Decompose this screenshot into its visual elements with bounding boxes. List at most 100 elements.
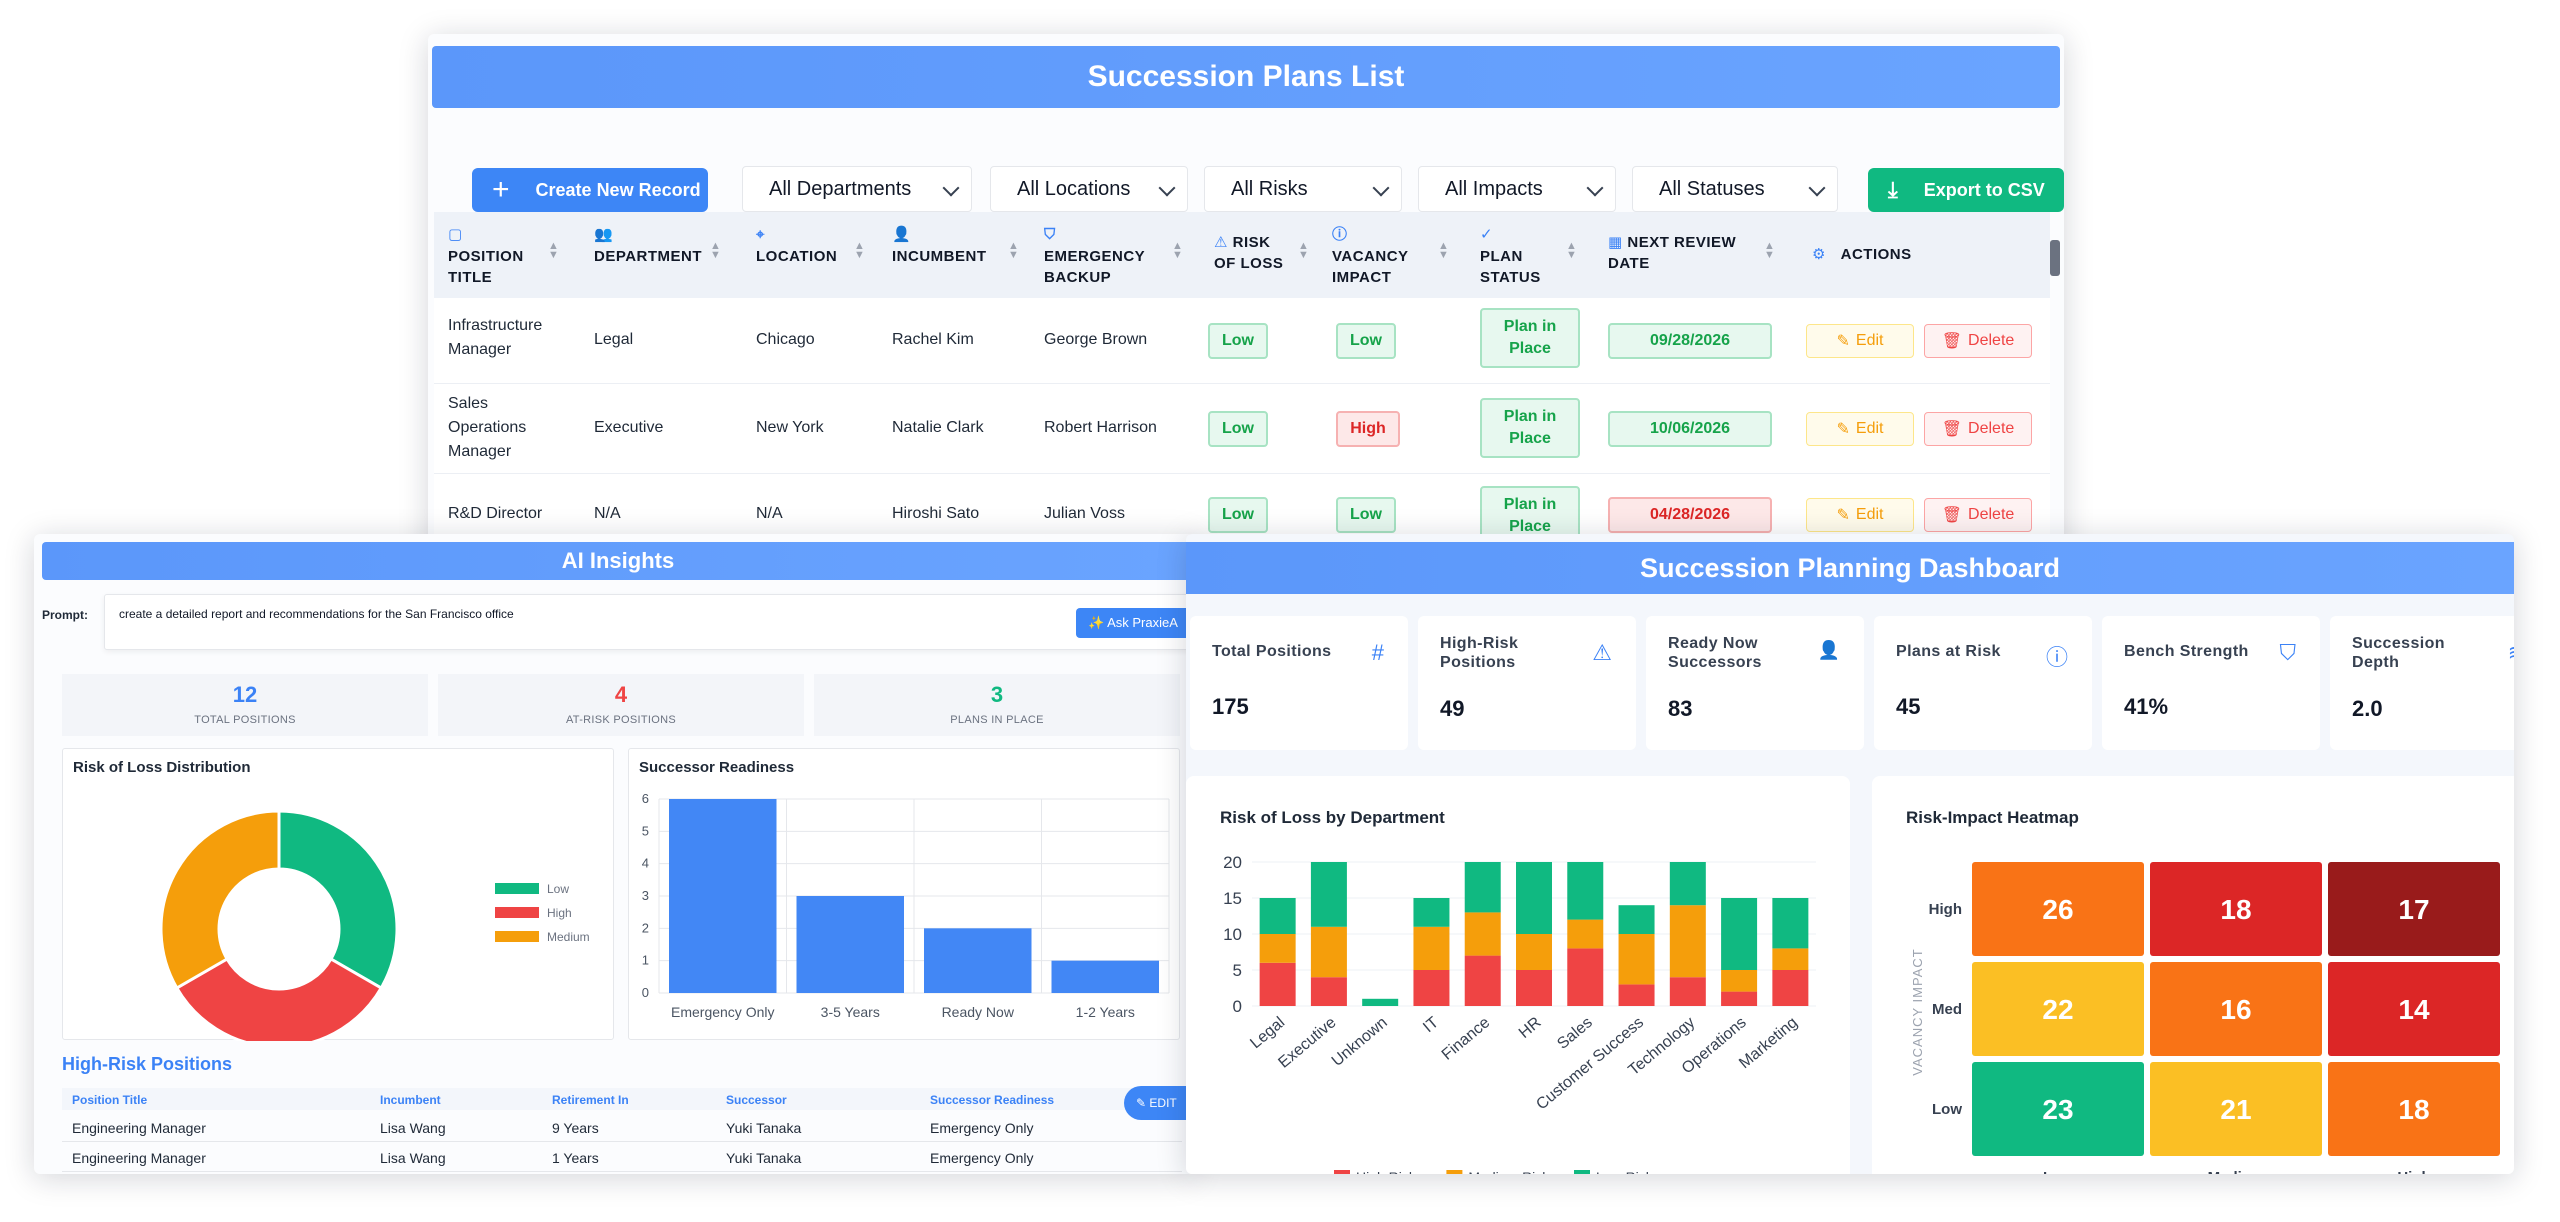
col-plan-status[interactable]: ✓ PLAN STATUS — [1480, 224, 1541, 288]
stacked-bar-segment — [1567, 948, 1604, 1006]
status-filter[interactable]: All Statuses — [1632, 166, 1838, 212]
gear-icon: ⚙ — [1812, 246, 1826, 263]
edit-button[interactable]: ✎ Edit — [1806, 412, 1914, 446]
review-header-text: NEXT REVIEW — [1627, 234, 1737, 251]
plan-status-badge: Plan in Place — [1480, 398, 1580, 458]
col-department[interactable]: 👥 DEPARTMENT — [594, 224, 702, 267]
export-csv-button[interactable]: ⤓ Export to CSV — [1868, 168, 2064, 212]
sort-icon[interactable]: ▲ ▼ — [1438, 240, 1450, 261]
alert-circle-icon: ⓘ — [1332, 226, 1348, 243]
edit-button[interactable]: ✎ Edit — [1806, 324, 1914, 358]
x-tick-label: Ready Now — [942, 1004, 1015, 1020]
stacked-bar-segment — [1464, 955, 1501, 1006]
warning-icon: ⚠ — [1592, 640, 1612, 665]
y-tick-label: 0 — [642, 985, 649, 1000]
sort-icon[interactable]: ▲ ▼ — [1566, 240, 1578, 261]
emergency-backup: Robert Harrison — [1044, 419, 1157, 436]
risk-donut-chart: Low High Medium — [159, 809, 590, 1041]
delete-button[interactable]: 🗑 Delete — [1924, 324, 2032, 358]
legend-label: Low — [547, 882, 569, 896]
heatmap-cell — [2150, 1062, 2322, 1156]
edit-label: Edit — [1855, 420, 1884, 437]
ask-praxie-label: Ask PraxieA — [1107, 615, 1178, 630]
sort-icon[interactable]: ▲ ▼ — [710, 240, 722, 261]
sort-icon[interactable]: ▲ ▼ — [1764, 240, 1776, 261]
legend-label: High — [547, 906, 572, 920]
trash-icon: 🗑 — [1941, 421, 1963, 438]
incumbent: Hiroshi Sato — [892, 505, 980, 522]
table-row[interactable]: Engineering Manager Lisa Wang 1 Years Yu… — [62, 1142, 1182, 1172]
stacked-bar-segment — [1310, 926, 1347, 978]
stacked-bar-segment — [1618, 984, 1655, 1006]
x-tick-label: 3-5 Years — [821, 1004, 880, 1020]
col-impact-line2: IMPACT — [1332, 269, 1392, 286]
stacked-bar-segment — [1516, 862, 1552, 934]
review-date-badge: 09/28/2026 — [1608, 323, 1772, 359]
col-backup-line2: BACKUP — [1044, 269, 1112, 286]
impact-badge: Low — [1336, 497, 1396, 533]
position-line: R&D Director — [448, 505, 543, 522]
stacked-bar-segment — [1259, 898, 1296, 934]
sort-icon[interactable]: ▲ ▼ — [1172, 240, 1184, 261]
table-scrollbar[interactable] — [2050, 240, 2060, 276]
col-risk-of-loss[interactable]: ⚠ RISK OF LOSS — [1214, 232, 1283, 274]
col-position-title[interactable]: ▢ POSITION TITLE — [448, 224, 524, 288]
kpi-plans-in-place: 3 PLANS IN PLACE — [814, 674, 1180, 736]
col-emergency-backup[interactable]: ⛉ EMERGENCY BACKUP — [1044, 224, 1145, 288]
risk-badge: Low — [1208, 411, 1268, 447]
cell-successor: Yuki Tanaka — [726, 1120, 802, 1136]
heatmap-title: Risk-Impact Heatmap — [1906, 808, 2079, 827]
sparkle-icon: ✨ — [1088, 615, 1105, 630]
status-filter-value: All Statuses — [1659, 178, 1765, 200]
stacked-bar-segment — [1669, 905, 1706, 978]
chevron-down-icon — [1808, 179, 1826, 197]
create-record-button[interactable]: + Create New Record — [472, 168, 708, 212]
impact-filter[interactable]: All Impacts — [1418, 166, 1616, 212]
x-tick-label: 1-2 Years — [1076, 1004, 1135, 1020]
department: N/A — [594, 505, 621, 522]
legend-swatch — [495, 883, 539, 894]
y-tick-label: 0 — [1233, 997, 1242, 1016]
sort-icon[interactable]: ▲ ▼ — [1008, 240, 1020, 261]
incumbent: Natalie Clark — [892, 419, 984, 436]
th-readiness: Successor Readiness — [930, 1093, 1055, 1107]
stacked-bar-segment — [1772, 898, 1809, 949]
delete-button[interactable]: 🗑 Delete — [1924, 412, 2032, 446]
chevron-down-icon — [1372, 179, 1390, 197]
stat-card-total-positions: Total Positions 175 # — [1190, 616, 1408, 750]
table-row[interactable]: Engineering Manager Lisa Wang 9 Years Yu… — [62, 1112, 1182, 1142]
stat-card-plans-at-risk: Plans at Risk 45 ⓘ — [1874, 616, 2092, 750]
table-row[interactable]: Infrastructure Manager Legal Chicago Rach… — [434, 298, 2050, 384]
risk-filter-value: All Risks — [1231, 178, 1308, 200]
y-tick-label: 10 — [1223, 925, 1242, 944]
sort-icon[interactable]: ▲ ▼ — [1298, 240, 1310, 261]
col-incumbent[interactable]: 👤 INCUMBENT — [892, 224, 987, 267]
col-next-review[interactable]: ▦ NEXT REVIEW DATE — [1608, 232, 1736, 274]
trash-icon: 🗑 — [1941, 507, 1963, 524]
sort-icon[interactable]: ▲ ▼ — [548, 240, 560, 261]
col-risk-line2: OF LOSS — [1214, 255, 1284, 272]
cell-readiness: Emergency Only — [930, 1150, 1034, 1166]
review-header-line1: ▦ NEXT REVIEW — [1608, 232, 1736, 253]
col-actions: ⚙ ACTIONS — [1812, 244, 1912, 265]
legend-swatch — [1574, 1170, 1590, 1174]
ask-praxie-button[interactable]: ✨ Ask PraxieA — [1076, 608, 1194, 638]
edit-fab-label: EDIT — [1149, 1096, 1177, 1110]
table-row[interactable]: Sales Operations Manager Executive New Yor… — [434, 384, 2050, 474]
readiness-bar — [1051, 960, 1159, 993]
risk-filter[interactable]: All Risks — [1204, 166, 1402, 212]
edit-fab-button[interactable]: ✎ EDIT — [1124, 1086, 1194, 1120]
risk-distribution-card: Risk of Loss Distribution Low High Medium — [62, 748, 614, 1041]
col-vacancy-impact[interactable]: ⓘ VACANCY IMPACT — [1332, 224, 1409, 288]
kpi-value: 12 — [232, 682, 258, 707]
sort-icon[interactable]: ▲ ▼ — [854, 240, 866, 261]
prompt-input[interactable]: create a detailed report and recommendat… — [104, 594, 1194, 650]
location-filter[interactable]: All Locations — [990, 166, 1188, 212]
delete-button[interactable]: 🗑 Delete — [1924, 498, 2032, 532]
y-tick-label: 5 — [1233, 961, 1242, 980]
col-location[interactable]: ⌖ LOCATION — [756, 224, 837, 267]
stat-value: 2.0 — [2352, 696, 2383, 721]
heatmap-y-axis-label: VACANCY IMPACT — [1910, 948, 1925, 1075]
department-filter[interactable]: All Departments — [742, 166, 972, 212]
edit-button[interactable]: ✎ Edit — [1806, 498, 1914, 532]
